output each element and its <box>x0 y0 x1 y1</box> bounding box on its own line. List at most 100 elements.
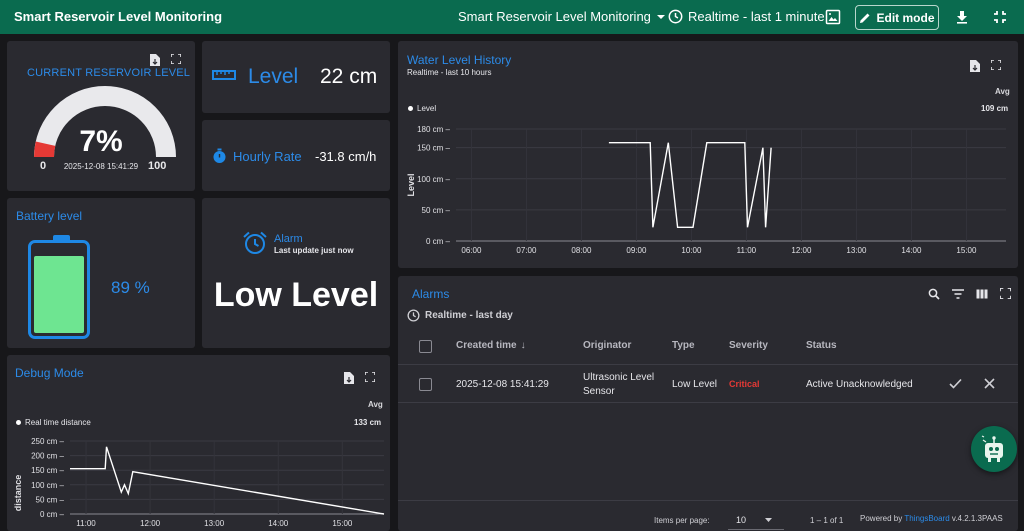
dashboard-select[interactable]: Smart Reservoir Level Monitoring <box>458 9 666 24</box>
edit-mode-button[interactable]: Edit mode <box>855 5 939 30</box>
y-tick-label: 200 cm – <box>31 452 64 461</box>
level-value: 22 cm <box>320 65 378 88</box>
fullscreen-icon[interactable] <box>991 60 1001 70</box>
alarms-actions <box>928 288 1011 300</box>
powered-by: Powered by ThingsBoard v.4.2.1.3PAAS <box>860 514 1003 523</box>
alarms-card: Alarms Realtime - last day Created time … <box>398 276 1018 531</box>
table-row[interactable]: 2025-12-08 15:41:29 Ultrasonic Level Sen… <box>398 365 1018 403</box>
gauge-card-actions <box>150 54 181 66</box>
exit-fullscreen-icon[interactable] <box>991 8 1009 26</box>
x-tick-label: 09:00 <box>626 246 647 255</box>
debug-chart: distance 0 cm – 50 cm – 100 cm – 150 cm – 20… <box>13 437 385 528</box>
x-tick-label: 07:00 <box>516 246 537 255</box>
history-card: Water Level History Realtime - last 10 h… <box>398 41 1018 268</box>
header-divider <box>398 364 1018 365</box>
clear-icon[interactable] <box>984 378 995 389</box>
select-all-checkbox[interactable] <box>419 340 432 353</box>
assistant-fab[interactable] <box>971 426 1017 472</box>
debug-avg-value: 133 cm <box>354 418 382 427</box>
col-originator[interactable]: Originator <box>583 340 632 351</box>
debug-legend-label: Real time distance <box>25 418 91 427</box>
history-title: Water Level History <box>407 53 512 67</box>
battery-value: 89 % <box>111 278 150 297</box>
x-tick-label: 06:00 <box>461 246 482 255</box>
fullscreen-icon[interactable] <box>365 372 375 382</box>
debug-avg-label: Avg <box>368 400 383 409</box>
y-tick-label: 250 cm – <box>31 437 64 446</box>
row-checkbox[interactable] <box>419 378 432 391</box>
caret-down-icon <box>765 518 772 522</box>
x-tick-label: 08:00 <box>571 246 592 255</box>
x-tick-label: 11:00 <box>737 246 757 255</box>
debug-card-actions <box>344 372 375 384</box>
powered-prefix: Powered by <box>860 514 905 523</box>
history-subtitle: Realtime - last 10 hours <box>407 68 492 77</box>
timewindow-button[interactable]: Realtime - last 1 minute <box>668 9 825 24</box>
x-tick-label: 11:00 <box>76 519 96 528</box>
col-type[interactable]: Type <box>672 340 695 351</box>
gauge-max: 100 <box>148 160 167 172</box>
search-icon[interactable] <box>928 288 940 300</box>
history-legend: Level <box>408 104 436 113</box>
export-file-icon[interactable] <box>970 60 980 72</box>
pencil-icon <box>860 13 870 23</box>
x-tick-label: 12:00 <box>140 519 161 528</box>
alarms-timewindow[interactable]: Realtime - last day <box>407 309 513 322</box>
gauge-card: CURRENT RESERVOIR LEVEL 7% 2025-12-08 15… <box>7 41 195 191</box>
history-ylabel: Level <box>406 173 416 196</box>
export-file-icon[interactable] <box>344 372 354 384</box>
legend-dot <box>408 106 413 111</box>
alarm-subtitle: Last update just now <box>274 246 354 255</box>
cell-originator-line2: Sensor <box>583 386 615 397</box>
history-chart: Level 0 cm – 50 cm – 100 cm – 150 cm – 180 c… <box>406 125 1006 255</box>
hourly-rate-label: Hourly Rate <box>233 149 302 164</box>
y-tick-label: 50 cm – <box>422 206 451 215</box>
history-avg-value: 109 cm <box>981 104 1009 113</box>
items-per-page-label: Items per page: <box>654 516 710 525</box>
alarm-title: Alarm <box>274 233 303 245</box>
debug-card: Debug Mode Avg Real time distance 133 cm… <box>7 355 390 531</box>
fullscreen-icon[interactable] <box>1000 288 1011 299</box>
alarm-clock-icon <box>243 231 267 254</box>
powered-brand[interactable]: ThingsBoard <box>904 514 950 523</box>
history-series-line <box>608 142 772 229</box>
caret-down-icon <box>656 14 665 19</box>
debug-series-line <box>70 446 385 515</box>
y-tick-label: 0 cm – <box>40 510 65 519</box>
history-avg-label: Avg <box>995 87 1010 96</box>
y-tick-label: 100 cm – <box>31 481 64 490</box>
cell-severity: Critical <box>729 379 760 389</box>
edit-mode-label: Edit mode <box>876 10 935 25</box>
y-tick-label: 100 cm – <box>417 175 450 184</box>
col-status[interactable]: Status <box>806 340 837 351</box>
battery-card: Battery level 89 % <box>7 198 195 348</box>
download-icon[interactable] <box>953 8 971 26</box>
items-per-page-select[interactable]: 10 <box>728 510 784 530</box>
gauge-timestamp: 2025-12-08 15:41:29 <box>63 162 139 171</box>
x-tick-label: 14:00 <box>901 246 922 255</box>
hourly-rate-value: -31.8 cm/h <box>315 149 377 164</box>
col-created-time[interactable]: Created time ↓ <box>456 340 526 351</box>
gauge-min: 0 <box>40 160 47 172</box>
col-severity[interactable]: Severity <box>729 340 768 351</box>
x-tick-label: 13:00 <box>204 519 225 528</box>
level-card: Level 22 cm <box>202 41 390 113</box>
cell-created-time: 2025-12-08 15:41:29 <box>456 379 549 390</box>
debug-title: Debug Mode <box>15 366 84 380</box>
battery-title: Battery level <box>16 209 83 223</box>
image-icon[interactable] <box>824 8 842 26</box>
cell-type: Low Level <box>672 379 718 390</box>
x-tick-label: 13:00 <box>846 246 867 255</box>
filter-icon[interactable] <box>952 288 964 300</box>
items-per-page-value: 10 <box>736 515 747 525</box>
clock-icon <box>668 9 683 24</box>
x-tick-label: 15:00 <box>332 519 353 528</box>
acknowledge-icon[interactable] <box>949 378 962 389</box>
columns-icon[interactable] <box>976 288 988 300</box>
x-tick-label: 14:00 <box>268 519 289 528</box>
app-title: Smart Reservoir Level Monitoring <box>14 9 223 24</box>
hourly-rate-card: Hourly Rate -31.8 cm/h <box>202 120 390 191</box>
battery-terminal <box>53 235 70 241</box>
export-file-icon[interactable] <box>150 54 160 66</box>
y-tick-label: 180 cm – <box>417 125 450 134</box>
